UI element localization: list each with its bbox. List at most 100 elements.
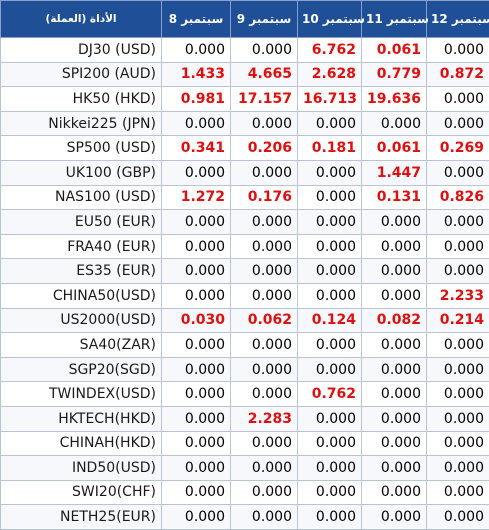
instrument-cell: US2000(USD) xyxy=(1,308,162,333)
instrument-cell: CHINA50(USD) xyxy=(1,283,162,308)
value-cell: 0.000 xyxy=(362,111,427,136)
value-cell: 19.636 xyxy=(362,87,427,112)
value-cell: 0.000 xyxy=(427,406,489,431)
value-cell: 0.000 xyxy=(298,505,362,530)
value-cell: 0.000 xyxy=(231,283,298,308)
instrument-cell: NETH25(EUR) xyxy=(1,505,162,530)
value-cell: 0.000 xyxy=(298,406,362,431)
value-cell: 0.000 xyxy=(231,38,298,63)
instrument-cell: HKTECH(HKD) xyxy=(1,406,162,431)
header-day-2: سبتمبر 9 xyxy=(231,1,298,38)
value-cell: 0.000 xyxy=(298,185,362,210)
value-cell: 0.030 xyxy=(162,308,231,333)
value-cell: 0.000 xyxy=(427,38,489,63)
value-cell: 1.447 xyxy=(362,160,427,185)
value-cell: 0.000 xyxy=(162,480,231,505)
value-cell: 0.000 xyxy=(427,382,489,407)
value-cell: 0.000 xyxy=(427,259,489,284)
value-cell: 0.000 xyxy=(162,283,231,308)
value-cell: 0.000 xyxy=(362,480,427,505)
value-cell: 0.000 xyxy=(427,480,489,505)
instrument-cell: FRA40 (EUR) xyxy=(1,234,162,259)
instrument-cell: SGP20(SGD) xyxy=(1,357,162,382)
value-cell: 0.000 xyxy=(362,259,427,284)
value-cell: 2.233 xyxy=(427,283,489,308)
instrument-cell: NAS100 (USD) xyxy=(1,185,162,210)
value-cell: 0.000 xyxy=(298,234,362,259)
value-cell: 0.061 xyxy=(362,136,427,161)
instrument-cell: TWINDEX(USD) xyxy=(1,382,162,407)
value-cell: 0.000 xyxy=(162,160,231,185)
value-cell: 0.000 xyxy=(162,38,231,63)
value-cell: 1.433 xyxy=(162,62,231,87)
value-cell: 0.872 xyxy=(427,62,489,87)
value-cell: 0.000 xyxy=(162,431,231,456)
value-cell: 0.062 xyxy=(231,308,298,333)
value-cell: 0.000 xyxy=(427,210,489,235)
value-cell: 0.000 xyxy=(427,456,489,481)
value-cell: 0.000 xyxy=(298,480,362,505)
value-cell: 0.000 xyxy=(231,382,298,407)
instrument-cell: SP500 (USD) xyxy=(1,136,162,161)
value-cell: 0.000 xyxy=(298,259,362,284)
value-cell: 16.713 xyxy=(298,87,362,112)
value-cell: 0.826 xyxy=(427,185,489,210)
instrument-cell: SA40(ZAR) xyxy=(1,333,162,358)
instrument-cell: CHINAH(HKD) xyxy=(1,431,162,456)
value-cell: 0.000 xyxy=(298,283,362,308)
value-cell: 0.000 xyxy=(362,382,427,407)
value-cell: 0.779 xyxy=(362,62,427,87)
value-cell: 0.000 xyxy=(362,406,427,431)
value-cell: 0.000 xyxy=(162,406,231,431)
value-cell: 0.000 xyxy=(162,111,231,136)
value-cell: 0.000 xyxy=(162,234,231,259)
value-cell: 6.762 xyxy=(298,38,362,63)
instrument-cell: ES35 (EUR) xyxy=(1,259,162,284)
value-cell: 0.000 xyxy=(298,210,362,235)
value-cell: 0.000 xyxy=(427,234,489,259)
value-cell: 0.000 xyxy=(231,431,298,456)
value-cell: 0.000 xyxy=(162,259,231,284)
value-cell: 0.124 xyxy=(298,308,362,333)
value-cell: 0.206 xyxy=(231,136,298,161)
value-cell: 0.000 xyxy=(162,456,231,481)
value-cell: 2.283 xyxy=(231,406,298,431)
value-cell: 0.000 xyxy=(231,259,298,284)
value-cell: 0.000 xyxy=(298,111,362,136)
header-instrument: (الأداة (العملة xyxy=(1,1,162,38)
value-cell: 0.000 xyxy=(162,357,231,382)
value-cell: 0.000 xyxy=(298,431,362,456)
value-cell: 2.628 xyxy=(298,62,362,87)
value-cell: 4.665 xyxy=(231,62,298,87)
value-cell: 0.000 xyxy=(231,357,298,382)
header-day-5: سبتمبر 12 xyxy=(427,1,489,38)
instrument-cell: SPI200 (AUD) xyxy=(1,62,162,87)
value-cell: 0.000 xyxy=(231,505,298,530)
value-cell: 0.000 xyxy=(231,333,298,358)
value-cell: 0.000 xyxy=(162,382,231,407)
value-cell: 0.000 xyxy=(362,333,427,358)
instrument-cell: EU50 (EUR) xyxy=(1,210,162,235)
value-cell: 0.000 xyxy=(362,431,427,456)
value-cell: 0.000 xyxy=(427,357,489,382)
value-cell: 17.157 xyxy=(231,87,298,112)
value-cell: 1.272 xyxy=(162,185,231,210)
instrument-cell: Nikkei225 (JPN) xyxy=(1,111,162,136)
value-cell: 0.000 xyxy=(427,431,489,456)
instrument-cell: DJ30 (USD) xyxy=(1,38,162,63)
instrument-cell: IND50(USD) xyxy=(1,456,162,481)
